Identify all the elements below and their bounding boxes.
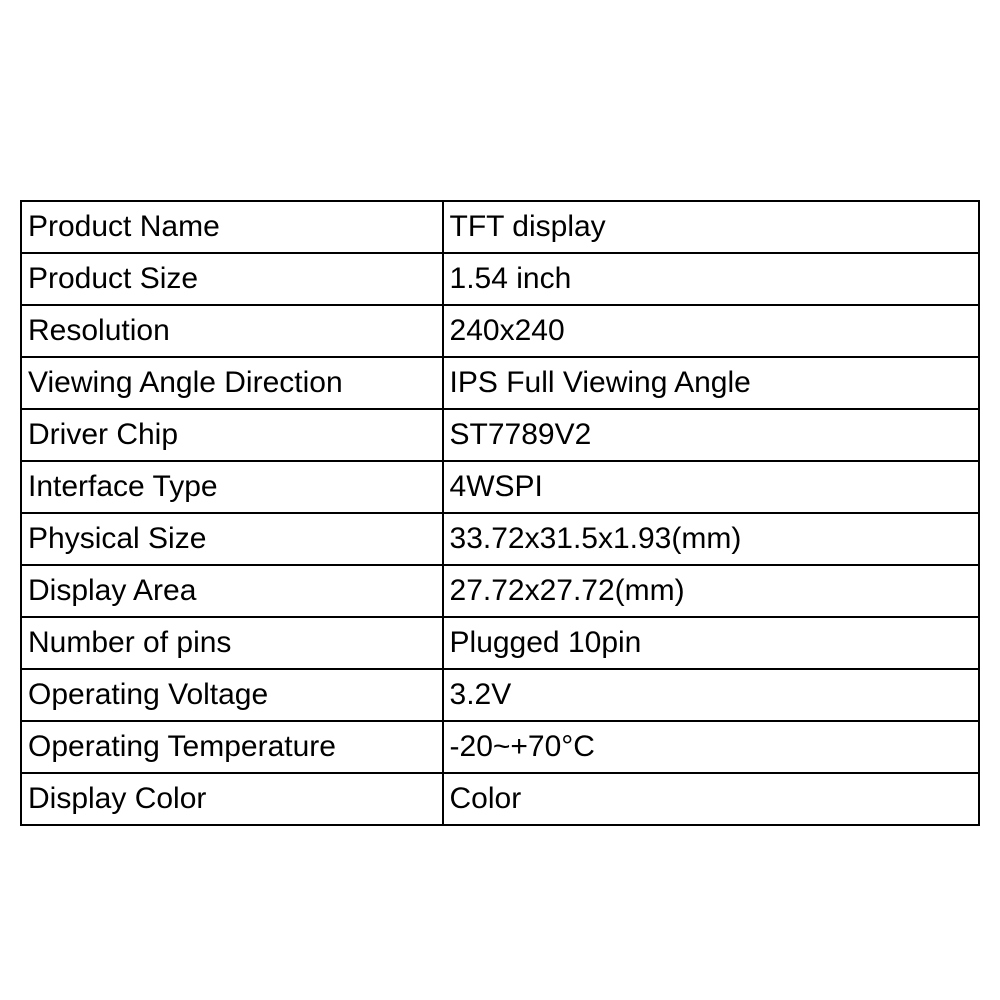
spec-value: Plugged 10pin: [443, 617, 979, 669]
spec-label: Viewing Angle Direction: [21, 357, 443, 409]
spec-table: Product Name TFT display Product Size 1.…: [20, 200, 980, 826]
spec-value: 240x240: [443, 305, 979, 357]
table-row: Operating Voltage 3.2V: [21, 669, 979, 721]
table-row: Resolution 240x240: [21, 305, 979, 357]
table-row: Interface Type 4WSPI: [21, 461, 979, 513]
spec-label: Interface Type: [21, 461, 443, 513]
spec-value: 27.72x27.72(mm): [443, 565, 979, 617]
spec-label: Resolution: [21, 305, 443, 357]
table-row: Product Size 1.54 inch: [21, 253, 979, 305]
table-row: Product Name TFT display: [21, 201, 979, 253]
table-row: Display Color Color: [21, 773, 979, 825]
table-row: Operating Temperature -20~+70°C: [21, 721, 979, 773]
spec-value: 33.72x31.5x1.93(mm): [443, 513, 979, 565]
spec-value: IPS Full Viewing Angle: [443, 357, 979, 409]
spec-label: Product Name: [21, 201, 443, 253]
spec-label: Operating Voltage: [21, 669, 443, 721]
spec-label: Physical Size: [21, 513, 443, 565]
spec-value: TFT display: [443, 201, 979, 253]
spec-label: Number of pins: [21, 617, 443, 669]
table-row: Number of pins Plugged 10pin: [21, 617, 979, 669]
spec-label: Product Size: [21, 253, 443, 305]
spec-table-body: Product Name TFT display Product Size 1.…: [21, 201, 979, 825]
spec-label: Driver Chip: [21, 409, 443, 461]
spec-value: Color: [443, 773, 979, 825]
spec-value: -20~+70°C: [443, 721, 979, 773]
table-row: Display Area 27.72x27.72(mm): [21, 565, 979, 617]
spec-label: Operating Temperature: [21, 721, 443, 773]
spec-label: Display Color: [21, 773, 443, 825]
table-row: Driver Chip ST7789V2: [21, 409, 979, 461]
table-row: Viewing Angle Direction IPS Full Viewing…: [21, 357, 979, 409]
table-row: Physical Size 33.72x31.5x1.93(mm): [21, 513, 979, 565]
spec-value: ST7789V2: [443, 409, 979, 461]
spec-value: 4WSPI: [443, 461, 979, 513]
spec-label: Display Area: [21, 565, 443, 617]
spec-value: 3.2V: [443, 669, 979, 721]
spec-value: 1.54 inch: [443, 253, 979, 305]
